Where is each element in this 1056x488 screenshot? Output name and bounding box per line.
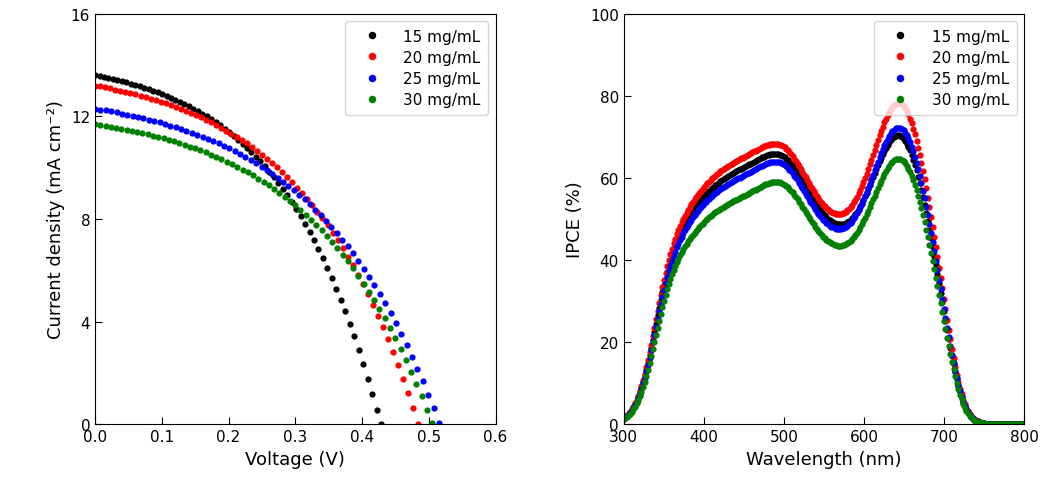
- Y-axis label: Current density (mA cm⁻²): Current density (mA cm⁻²): [48, 101, 65, 339]
- 15 mg/mL: [209, 120, 222, 126]
- 15 mg/mL: [895, 135, 908, 141]
- Legend: 15 mg/mL, 20 mg/mL, 25 mg/mL, 30 mg/mL: 15 mg/mL, 20 mg/mL, 25 mg/mL, 30 mg/mL: [873, 22, 1017, 116]
- Line: 25 mg/mL: 25 mg/mL: [621, 125, 1027, 427]
- 30 mg/mL: [263, 183, 276, 189]
- X-axis label: Voltage (V): Voltage (V): [245, 450, 345, 468]
- 15 mg/mL: [89, 73, 101, 79]
- 20 mg/mL: [366, 302, 379, 308]
- 15 mg/mL: [891, 133, 904, 139]
- 25 mg/mL: [433, 420, 446, 426]
- 20 mg/mL: [256, 152, 268, 158]
- 25 mg/mL: [191, 132, 204, 138]
- 25 mg/mL: [784, 167, 796, 173]
- 25 mg/mL: [895, 127, 908, 133]
- 30 mg/mL: [1003, 422, 1016, 427]
- 20 mg/mL: [618, 415, 630, 421]
- 25 mg/mL: [1003, 422, 1016, 427]
- 25 mg/mL: [892, 125, 905, 131]
- 15 mg/mL: [849, 212, 862, 218]
- Line: 30 mg/mL: 30 mg/mL: [92, 122, 435, 427]
- 15 mg/mL: [365, 391, 378, 397]
- Line: 20 mg/mL: 20 mg/mL: [621, 101, 1027, 427]
- 30 mg/mL: [1018, 422, 1031, 427]
- 30 mg/mL: [778, 183, 791, 188]
- 15 mg/mL: [335, 297, 347, 303]
- 15 mg/mL: [375, 422, 388, 427]
- 20 mg/mL: [89, 83, 101, 89]
- 25 mg/mL: [849, 214, 862, 220]
- 30 mg/mL: [415, 394, 428, 400]
- 15 mg/mL: [155, 92, 168, 98]
- 30 mg/mL: [168, 139, 181, 145]
- 30 mg/mL: [426, 421, 438, 427]
- Line: 30 mg/mL: 30 mg/mL: [621, 156, 1027, 427]
- Line: 15 mg/mL: 15 mg/mL: [621, 133, 1027, 427]
- 20 mg/mL: [225, 131, 238, 137]
- 20 mg/mL: [402, 390, 415, 396]
- 15 mg/mL: [784, 160, 796, 165]
- 30 mg/mL: [895, 158, 908, 163]
- 30 mg/mL: [189, 146, 202, 152]
- 25 mg/mL: [421, 392, 434, 398]
- 15 mg/mL: [1018, 422, 1031, 427]
- 25 mg/mL: [233, 152, 246, 158]
- 30 mg/mL: [849, 233, 862, 239]
- 20 mg/mL: [784, 150, 796, 156]
- Line: 25 mg/mL: 25 mg/mL: [92, 106, 442, 426]
- Line: 15 mg/mL: 15 mg/mL: [92, 73, 384, 427]
- 20 mg/mL: [895, 102, 908, 108]
- 20 mg/mL: [683, 204, 696, 210]
- Legend: 15 mg/mL, 20 mg/mL, 25 mg/mL, 30 mg/mL: 15 mg/mL, 20 mg/mL, 25 mg/mL, 30 mg/mL: [345, 22, 488, 116]
- 30 mg/mL: [784, 186, 796, 192]
- 15 mg/mL: [683, 213, 696, 219]
- 15 mg/mL: [778, 155, 791, 161]
- 20 mg/mL: [1003, 422, 1016, 427]
- 25 mg/mL: [384, 310, 397, 316]
- 25 mg/mL: [89, 106, 101, 112]
- X-axis label: Wavelength (nm): Wavelength (nm): [747, 450, 902, 468]
- 25 mg/mL: [778, 163, 791, 169]
- 30 mg/mL: [683, 237, 696, 243]
- 30 mg/mL: [618, 416, 630, 422]
- 15 mg/mL: [1003, 422, 1016, 427]
- 25 mg/mL: [1018, 422, 1031, 427]
- 15 mg/mL: [237, 142, 249, 147]
- 25 mg/mL: [169, 125, 182, 131]
- 15 mg/mL: [173, 100, 186, 105]
- 30 mg/mL: [231, 164, 244, 170]
- 20 mg/mL: [165, 103, 177, 109]
- 20 mg/mL: [185, 111, 197, 117]
- 25 mg/mL: [266, 171, 279, 177]
- 20 mg/mL: [892, 101, 905, 106]
- 15 mg/mL: [618, 415, 630, 421]
- 30 mg/mL: [378, 316, 391, 322]
- 30 mg/mL: [89, 122, 101, 128]
- 25 mg/mL: [618, 416, 630, 422]
- 20 mg/mL: [849, 197, 862, 203]
- 20 mg/mL: [778, 145, 791, 151]
- 25 mg/mL: [683, 220, 696, 225]
- Line: 20 mg/mL: 20 mg/mL: [92, 83, 421, 427]
- 20 mg/mL: [412, 421, 425, 427]
- Y-axis label: IPCE (%): IPCE (%): [566, 182, 584, 258]
- 30 mg/mL: [892, 156, 905, 162]
- 20 mg/mL: [1018, 422, 1031, 427]
